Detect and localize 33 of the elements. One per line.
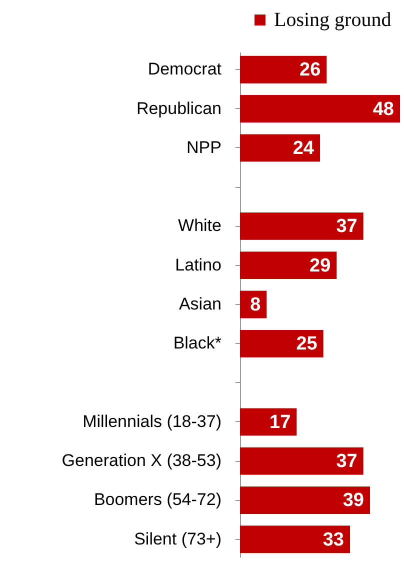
y-tick-label: Republican bbox=[136, 98, 222, 118]
bar bbox=[240, 134, 320, 162]
data-label: 39 bbox=[342, 490, 364, 512]
bar bbox=[240, 447, 364, 475]
bar bbox=[240, 95, 400, 122]
data-label: 37 bbox=[336, 451, 358, 472]
bar bbox=[240, 212, 364, 240]
y-tick-label: Democrat bbox=[148, 60, 222, 79]
bar bbox=[240, 330, 324, 358]
data-label: 8 bbox=[250, 294, 261, 316]
data-label: 37 bbox=[336, 216, 358, 238]
y-tick-label: White bbox=[178, 216, 222, 236]
y-tick-label: Boomers (54-72) bbox=[94, 490, 222, 510]
y-tick-label: NPP bbox=[186, 138, 222, 157]
y-tick-label: Millennials (18-37) bbox=[82, 412, 222, 431]
bar bbox=[240, 486, 370, 514]
bar bbox=[240, 252, 337, 280]
data-label: 48 bbox=[372, 98, 394, 120]
y-tick-label: Latino bbox=[175, 255, 222, 274]
y-tick-label: Silent (73+) bbox=[134, 529, 222, 548]
bar bbox=[240, 408, 297, 436]
data-label: 17 bbox=[270, 412, 291, 433]
legend-label: Losing ground bbox=[274, 9, 392, 31]
data-label: 29 bbox=[310, 255, 331, 276]
data-label: 33 bbox=[322, 529, 344, 550]
y-tick-label: Asian bbox=[178, 294, 222, 314]
y-tick-label: Black* bbox=[173, 334, 222, 353]
data-label: 26 bbox=[300, 60, 321, 81]
data-label: 25 bbox=[296, 334, 318, 355]
data-label: 24 bbox=[292, 138, 314, 159]
bar bbox=[240, 56, 327, 84]
bar bbox=[240, 526, 350, 554]
y-tick-label: Generation X (38-53) bbox=[62, 451, 222, 470]
